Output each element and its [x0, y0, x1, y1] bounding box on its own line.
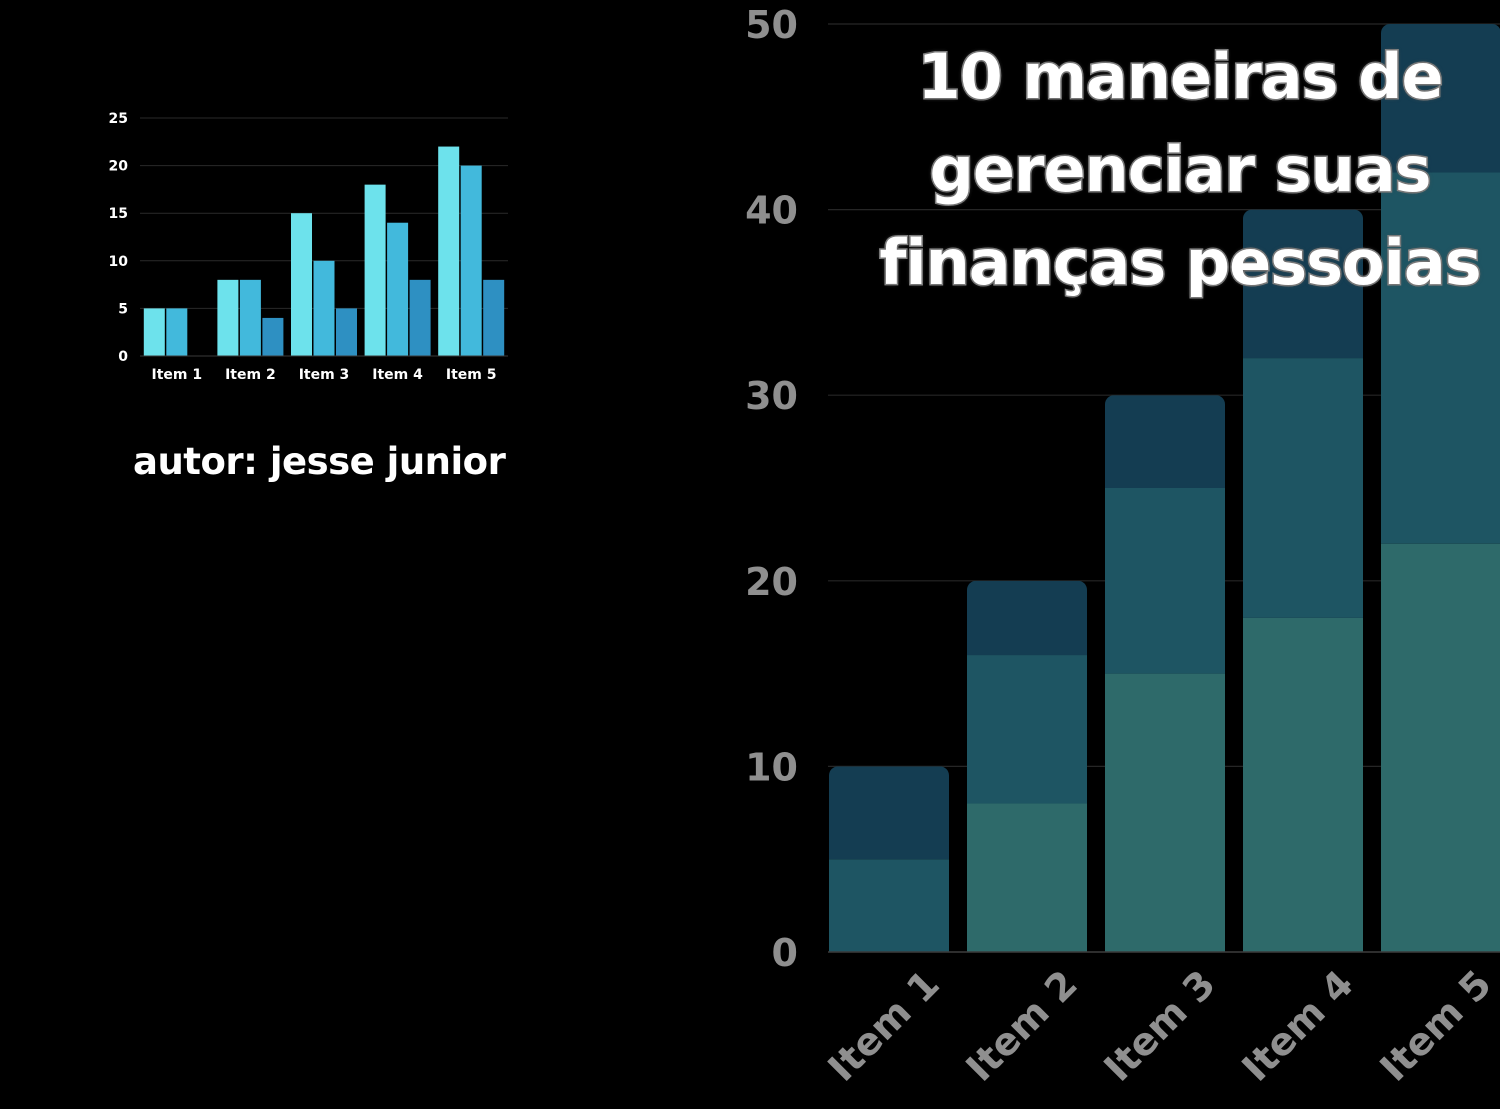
bar-segment	[1243, 617, 1363, 952]
author-label: autor: jesse junior	[133, 440, 506, 483]
bar	[143, 308, 165, 356]
bar	[460, 165, 482, 356]
bar	[387, 222, 409, 356]
y-tick-label: 40	[745, 189, 798, 233]
x-tick-label: Item 4	[1234, 962, 1362, 1090]
stacked-bar	[1243, 209, 1363, 952]
x-tick-label: Item 3	[1096, 962, 1224, 1090]
y-tick-label: 50	[745, 3, 798, 47]
bar	[336, 308, 357, 356]
x-tick-label: Item 2	[958, 962, 1086, 1090]
bar-segment	[1105, 488, 1225, 674]
small-bar-chart: 0 5 10 15 20 25 Item 1 Item 2 Item 3 Item 4 Item 5	[109, 111, 508, 383]
bar	[313, 260, 335, 356]
x-tick-label: Item 4	[372, 367, 423, 383]
y-tick-label: 10	[109, 254, 129, 270]
y-tick-label: 30	[745, 374, 798, 418]
stacked-bar	[967, 580, 1087, 952]
x-tick-label: Item 1	[151, 367, 202, 383]
bar-segment	[829, 766, 949, 860]
y-tick-label: 20	[109, 159, 129, 175]
bar	[217, 279, 239, 356]
bar-segment	[1243, 209, 1363, 359]
bar	[409, 279, 431, 356]
stacked-bar	[1105, 395, 1225, 952]
bar	[262, 317, 284, 356]
x-tick-label: Item 1	[820, 962, 948, 1090]
title-line-1: 10 maneiras de	[916, 39, 1445, 115]
stacked-bar	[829, 766, 949, 952]
y-tick-label: 0	[118, 349, 128, 365]
x-tick-label: Item 5	[1372, 962, 1500, 1090]
title-line-3: finanças pessoias	[878, 225, 1483, 301]
y-tick-label: 10	[745, 745, 798, 789]
x-tick-label: Item 3	[299, 367, 350, 383]
bar	[166, 308, 188, 356]
y-tick-label: 0	[772, 931, 798, 975]
bar-segment	[829, 859, 949, 952]
y-tick-label: 25	[109, 111, 128, 127]
title-line-2: gerenciar suas	[928, 132, 1433, 208]
bar	[438, 146, 460, 356]
bar-segment	[967, 803, 1087, 952]
bar-segment	[1381, 24, 1500, 173]
page-title: 10 maneiras de gerenciar suas finanças p…	[860, 30, 1500, 309]
bar	[364, 184, 386, 356]
y-tick-label: 20	[745, 560, 798, 604]
stacked-bar	[1381, 24, 1500, 952]
x-tick-label: Item 2	[225, 367, 276, 383]
bar	[239, 279, 261, 356]
bar-segment	[1243, 358, 1363, 618]
y-tick-label: 15	[109, 206, 128, 222]
y-tick-label: 5	[118, 301, 128, 317]
bar-segment	[1381, 172, 1500, 544]
bar-segment	[1105, 673, 1225, 952]
bar	[483, 279, 505, 356]
bar-segment	[967, 655, 1087, 804]
x-tick-label: Item 5	[446, 367, 497, 383]
bar-segment	[1381, 543, 1500, 952]
bar-segment	[967, 580, 1087, 656]
bar	[291, 213, 312, 356]
bar-segment	[1105, 395, 1225, 488]
